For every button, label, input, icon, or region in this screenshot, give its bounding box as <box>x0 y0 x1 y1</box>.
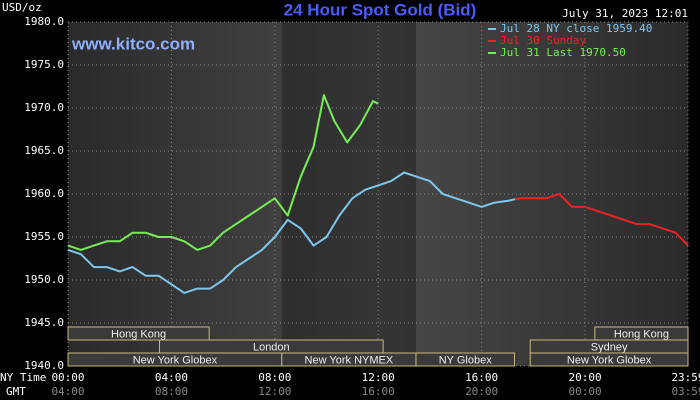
session-label: New York NYMEX <box>305 354 394 366</box>
session-label: Hong Kong <box>614 328 669 340</box>
price-line <box>515 193 689 247</box>
x2-tick-label: 16:00 <box>362 385 395 398</box>
x2-tick-label: 00:00 <box>568 385 601 398</box>
session-label: New York Globex <box>567 354 652 366</box>
session-box <box>415 352 515 367</box>
x-tick-label: 23:59 <box>671 371 700 384</box>
y-tick-label: 1960.0 <box>24 187 64 200</box>
session-label: New York Globex <box>133 354 218 366</box>
x2-tick-label: 20:00 <box>465 385 498 398</box>
y-tick-label: 1970.0 <box>24 101 64 114</box>
session-box <box>67 326 210 341</box>
x-tick-label: 20:00 <box>568 371 601 384</box>
y-axis-label: USD/oz <box>2 1 42 14</box>
x-tick-label: 00:00 <box>51 371 84 384</box>
session-label: NY Globex <box>439 354 492 366</box>
session-box <box>529 352 689 367</box>
price-line <box>67 94 379 251</box>
site-url: www.kitco.com <box>71 34 195 53</box>
x-tick-label: 04:00 <box>155 371 188 384</box>
y-tick-label: 1980.0 <box>24 15 64 28</box>
y-tick-label: 1940.0 <box>24 359 64 372</box>
legend-label: Jul 28 NY close 1959.40 <box>500 22 652 35</box>
y-tick-label: 1955.0 <box>24 230 64 243</box>
x-tick-label: 12:00 <box>362 371 395 384</box>
x-axis-label: NY Time <box>0 371 46 384</box>
x2-tick-label: 08:00 <box>155 385 188 398</box>
x2-axis-label: GMT <box>6 385 26 398</box>
legend-label: Jul 30 Sunday <box>500 34 586 47</box>
session-label: Hong Kong <box>111 328 166 340</box>
x-tick-label: 16:00 <box>465 371 498 384</box>
legend-label: Jul 31 Last 1970.50 <box>500 46 626 59</box>
session-label: London <box>253 341 290 353</box>
session-label: Sydney <box>591 341 628 353</box>
x2-tick-label: 12:00 <box>258 385 291 398</box>
timestamp: July 31, 2023 12:01 <box>562 7 688 20</box>
y-tick-label: 1945.0 <box>24 316 64 329</box>
price-line <box>67 171 516 294</box>
x2-tick-label: 03:59 <box>671 385 700 398</box>
y-tick-label: 1975.0 <box>24 58 64 71</box>
y-tick-label: 1950.0 <box>24 273 64 286</box>
x2-tick-label: 04:00 <box>51 385 84 398</box>
y-tick-label: 1965.0 <box>24 144 64 157</box>
x-tick-label: 08:00 <box>258 371 291 384</box>
chart-title: 24 Hour Spot Gold (Bid) <box>284 0 477 19</box>
